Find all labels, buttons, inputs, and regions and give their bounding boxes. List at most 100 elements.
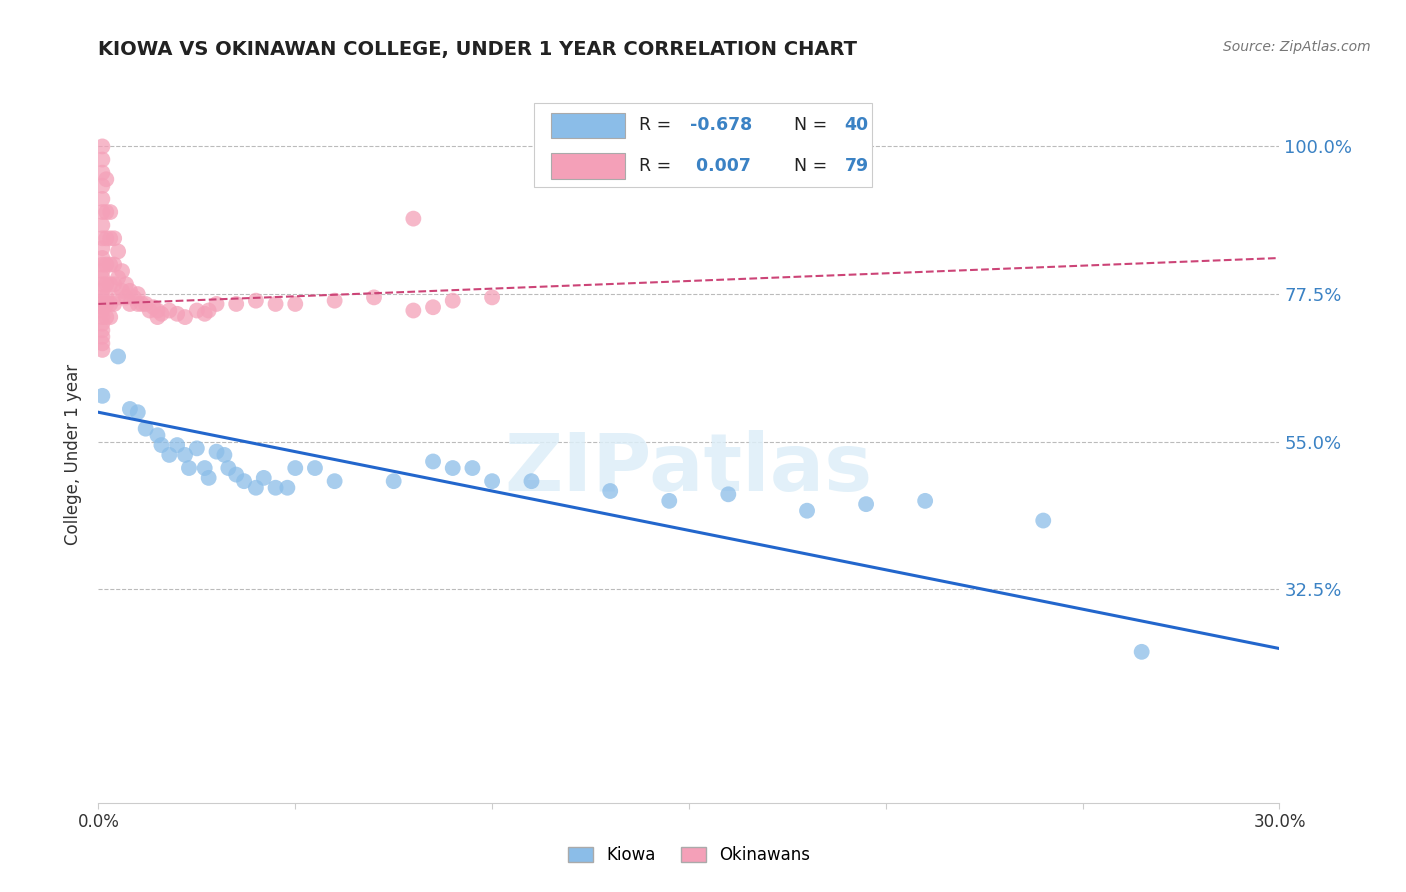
Point [111, 284, 134, 298]
Point [174, 448, 197, 462]
Point [284, 461, 307, 475]
Point [177, 461, 200, 475]
Point [98, 231, 121, 245]
Text: 40: 40 [845, 117, 869, 135]
Point [103, 297, 125, 311]
Point [96, 297, 118, 311]
Point [91, 284, 114, 298]
Point [1032, 514, 1054, 528]
Point [264, 297, 287, 311]
Point [174, 310, 197, 324]
Point [96, 290, 118, 304]
Text: -0.678: -0.678 [689, 117, 752, 135]
Point [103, 277, 125, 292]
Point [233, 474, 256, 488]
Point [276, 481, 298, 495]
Point [157, 448, 180, 462]
Point [481, 290, 503, 304]
Text: R =: R = [638, 157, 676, 175]
Point [103, 231, 125, 245]
Point [225, 297, 247, 311]
FancyBboxPatch shape [551, 112, 626, 138]
Text: 0.007: 0.007 [689, 157, 751, 175]
Point [122, 290, 145, 304]
Point [91, 153, 114, 167]
Point [98, 297, 121, 311]
Point [138, 303, 160, 318]
Point [91, 303, 114, 318]
Point [194, 461, 217, 475]
Point [107, 244, 129, 259]
Point [914, 494, 936, 508]
Point [91, 139, 114, 153]
Point [127, 287, 149, 301]
Point [91, 270, 114, 285]
Point [146, 310, 169, 324]
Point [127, 297, 149, 311]
Point [103, 258, 125, 272]
Point [98, 205, 121, 219]
Point [422, 454, 444, 468]
Point [91, 251, 114, 265]
Point [264, 481, 287, 495]
Point [382, 474, 405, 488]
Point [363, 290, 385, 304]
Point [142, 300, 165, 314]
Point [131, 297, 153, 311]
FancyBboxPatch shape [534, 103, 872, 187]
Point [855, 497, 877, 511]
Point [599, 483, 621, 498]
Text: N =: N = [794, 157, 832, 175]
Point [146, 303, 169, 318]
Point [197, 471, 219, 485]
Point [166, 438, 188, 452]
Point [91, 241, 114, 255]
Text: ZIPatlas: ZIPatlas [505, 430, 873, 508]
Point [118, 297, 141, 311]
Point [284, 297, 307, 311]
Point [115, 277, 138, 292]
Point [186, 303, 208, 318]
Point [91, 218, 114, 232]
Point [96, 231, 118, 245]
Point [194, 307, 217, 321]
Point [225, 467, 247, 482]
Point [91, 166, 114, 180]
Point [91, 290, 114, 304]
Point [118, 401, 141, 416]
Point [91, 336, 114, 351]
Point [441, 461, 464, 475]
Point [115, 290, 138, 304]
Point [96, 258, 118, 272]
Point [91, 205, 114, 219]
Text: N =: N = [794, 117, 832, 135]
Point [91, 297, 114, 311]
Point [166, 307, 188, 321]
Point [214, 448, 236, 462]
Point [402, 303, 425, 318]
Point [304, 461, 326, 475]
Point [91, 330, 114, 344]
Point [481, 474, 503, 488]
Point [98, 258, 121, 272]
Point [91, 389, 114, 403]
Point [441, 293, 464, 308]
Point [658, 494, 681, 508]
Point [1130, 645, 1153, 659]
Point [96, 205, 118, 219]
Point [253, 471, 276, 485]
Point [323, 293, 346, 308]
Point [402, 211, 425, 226]
Point [91, 343, 114, 357]
Point [107, 290, 129, 304]
Point [217, 461, 239, 475]
Point [96, 277, 118, 292]
Point [796, 504, 818, 518]
Point [91, 317, 114, 331]
Point [717, 487, 740, 501]
Point [245, 293, 267, 308]
Point [150, 307, 173, 321]
Point [520, 474, 543, 488]
Y-axis label: College, Under 1 year: College, Under 1 year [65, 364, 83, 546]
Point [127, 405, 149, 419]
